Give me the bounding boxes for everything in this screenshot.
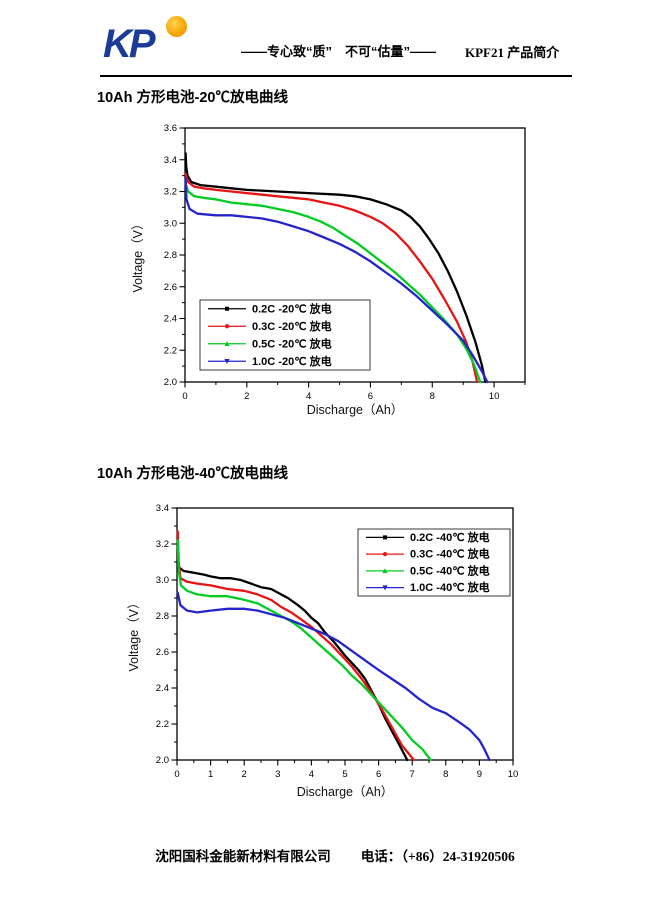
svg-text:10: 10 (508, 769, 519, 780)
svg-text:2.4: 2.4 (164, 314, 177, 325)
svg-text:10: 10 (489, 391, 500, 402)
svg-text:2.8: 2.8 (164, 250, 177, 261)
svg-text:3.6: 3.6 (164, 123, 177, 134)
svg-text:8: 8 (443, 769, 448, 780)
svg-text:2.6: 2.6 (156, 647, 169, 658)
svg-text:0.5C -20℃ 放电: 0.5C -20℃ 放电 (252, 336, 332, 350)
svg-text:0.5C -40℃ 放电: 0.5C -40℃ 放电 (410, 563, 490, 577)
svg-text:1: 1 (208, 769, 213, 780)
svg-text:7: 7 (410, 769, 415, 780)
svg-text:2.2: 2.2 (156, 719, 169, 730)
svg-text:5: 5 (342, 769, 347, 780)
svg-text:8: 8 (430, 391, 435, 402)
svg-text:0: 0 (174, 769, 179, 780)
svg-text:6: 6 (376, 769, 381, 780)
sun-icon (166, 16, 187, 37)
svg-text:4: 4 (306, 391, 311, 402)
section-title-minus40c: 10Ah 方形电池-40℃放电曲线 (97, 466, 288, 482)
header-slogan: ——专心致“质” 不可“估量”—— (240, 44, 436, 59)
svg-text:3: 3 (275, 769, 280, 780)
svg-text:2.0: 2.0 (156, 755, 169, 766)
svg-text:2.6: 2.6 (164, 282, 177, 293)
section-title-minus20c: 10Ah 方形电池-20℃放电曲线 (97, 90, 288, 106)
header-divider (100, 75, 572, 77)
svg-text:Voltage（V）: Voltage（V） (127, 596, 141, 671)
svg-text:Voltage（V）: Voltage（V） (131, 217, 145, 292)
svg-text:3.4: 3.4 (156, 503, 169, 514)
doc-title-label: KPF21 产品简介 (465, 45, 560, 60)
svg-text:2.4: 2.4 (156, 683, 169, 694)
kp-logo-text: KP (103, 22, 156, 66)
kp-logo: KP (103, 14, 198, 68)
svg-text:6: 6 (368, 391, 373, 402)
svg-text:2: 2 (242, 769, 247, 780)
svg-text:0.2C -40℃ 放电: 0.2C -40℃ 放电 (410, 530, 490, 544)
svg-text:4: 4 (309, 769, 314, 780)
discharge-chart-minus20c: 0 2 4 6 8 10 2.0 2.2 2.4 2.6 2.8 3.0 3.2 3.4 3.6 Discha… (131, 123, 526, 417)
svg-text:0.2C -20℃ 放电: 0.2C -20℃ 放电 (252, 301, 332, 315)
company-name: 沈阳国科金能新材料有限公司 (155, 849, 331, 864)
svg-text:2.2: 2.2 (164, 345, 177, 356)
discharge-chart-minus40c: 0 1 2 3 4 5 6 7 8 9 10 2.0 2.2 2.4 2.6 2.8 3.0 3.2 3.4 Disc… (127, 503, 519, 799)
svg-text:3.0: 3.0 (156, 575, 169, 586)
svg-text:1.0C -20℃ 放电: 1.0C -20℃ 放电 (252, 354, 332, 368)
svg-text:0: 0 (182, 391, 187, 402)
svg-text:3.0: 3.0 (164, 218, 177, 229)
svg-text:Discharge（Ah）: Discharge（Ah） (297, 785, 394, 799)
svg-text:Discharge（Ah）: Discharge（Ah） (307, 403, 404, 417)
svg-text:2: 2 (244, 391, 249, 402)
phone-number: 电话：（+86）24-31920506 (360, 849, 515, 864)
page-footer: 沈阳国科金能新材料有限公司 电话：（+86）24-31920506 (0, 845, 670, 865)
svg-text:3.4: 3.4 (164, 155, 177, 166)
svg-text:2.0: 2.0 (164, 377, 177, 388)
svg-text:0.3C -40℃ 放电: 0.3C -40℃ 放电 (410, 547, 490, 561)
svg-text:3.2: 3.2 (164, 187, 177, 198)
svg-text:2.8: 2.8 (156, 611, 169, 622)
svg-text:0.3C -20℃ 放电: 0.3C -20℃ 放电 (252, 319, 332, 333)
svg-text:9: 9 (477, 769, 482, 780)
svg-text:3.2: 3.2 (156, 539, 169, 550)
svg-text:1.0C -40℃ 放电: 1.0C -40℃ 放电 (410, 580, 490, 594)
